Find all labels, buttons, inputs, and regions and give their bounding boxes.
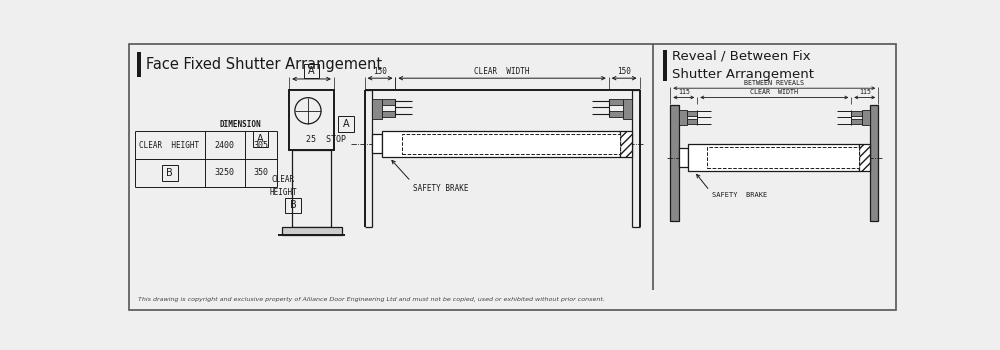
Text: SAFETY  BRAKE: SAFETY BRAKE: [712, 192, 767, 198]
Text: A: A: [257, 134, 264, 144]
Bar: [137, 52, 141, 77]
Text: 25  STOP: 25 STOP: [306, 134, 346, 144]
Text: This drawing is copyright and exclusive property of Alliance Door Engineering Lt: This drawing is copyright and exclusive …: [138, 297, 605, 302]
Text: SAFETY BRAKE: SAFETY BRAKE: [413, 184, 469, 193]
Bar: [338, 117, 354, 132]
Bar: [162, 165, 178, 181]
Bar: [679, 110, 687, 125]
Bar: [382, 131, 620, 157]
Bar: [285, 197, 301, 213]
Bar: [687, 111, 697, 116]
Bar: [687, 119, 697, 124]
Text: 3250: 3250: [215, 168, 235, 177]
Text: A: A: [343, 119, 349, 129]
Bar: [289, 90, 334, 150]
Text: HEIGHT: HEIGHT: [269, 188, 297, 197]
Bar: [402, 134, 620, 154]
Bar: [292, 150, 331, 227]
Text: CLEAR  WIDTH: CLEAR WIDTH: [750, 89, 798, 95]
Bar: [609, 99, 623, 105]
Text: TUBULAR  MOTOR: TUBULAR MOTOR: [749, 153, 817, 162]
Text: 350: 350: [253, 168, 268, 177]
Bar: [707, 147, 859, 168]
Text: TUBULAR  MOTOR: TUBULAR MOTOR: [476, 139, 546, 148]
Text: A: A: [308, 66, 315, 76]
Text: CLEAR  WIDTH: CLEAR WIDTH: [474, 67, 530, 76]
Bar: [382, 99, 395, 105]
Text: Reveal / Between Fix
Shutter Arrangement: Reveal / Between Fix Shutter Arrangement: [672, 50, 814, 80]
Bar: [623, 99, 632, 119]
Bar: [851, 111, 862, 116]
Bar: [663, 50, 667, 80]
Bar: [620, 131, 632, 157]
Bar: [282, 227, 342, 235]
Bar: [253, 131, 268, 147]
Bar: [870, 105, 878, 220]
Text: Face Fixed Shutter Arrangement: Face Fixed Shutter Arrangement: [146, 57, 382, 72]
Text: B: B: [166, 168, 173, 178]
Bar: [382, 111, 395, 118]
Text: CLEAR  HEIGHT: CLEAR HEIGHT: [139, 141, 199, 150]
Text: 115: 115: [859, 89, 871, 95]
Bar: [609, 111, 623, 118]
Text: 115: 115: [678, 89, 690, 95]
Text: CLEAR: CLEAR: [271, 175, 295, 183]
Bar: [851, 119, 862, 124]
Text: 150: 150: [617, 67, 631, 76]
Text: 2400: 2400: [215, 141, 235, 150]
Bar: [372, 99, 382, 119]
Text: BETWEEN REVEALS: BETWEEN REVEALS: [744, 80, 804, 86]
Bar: [859, 145, 870, 170]
Bar: [304, 64, 319, 78]
Text: B: B: [290, 200, 296, 210]
Text: 305: 305: [253, 141, 268, 150]
Text: 150: 150: [373, 67, 387, 76]
Bar: [372, 134, 382, 153]
Bar: [862, 110, 870, 125]
Text: DIMENSION: DIMENSION: [220, 120, 262, 129]
Bar: [670, 105, 679, 220]
Bar: [679, 148, 688, 167]
Bar: [688, 145, 859, 170]
